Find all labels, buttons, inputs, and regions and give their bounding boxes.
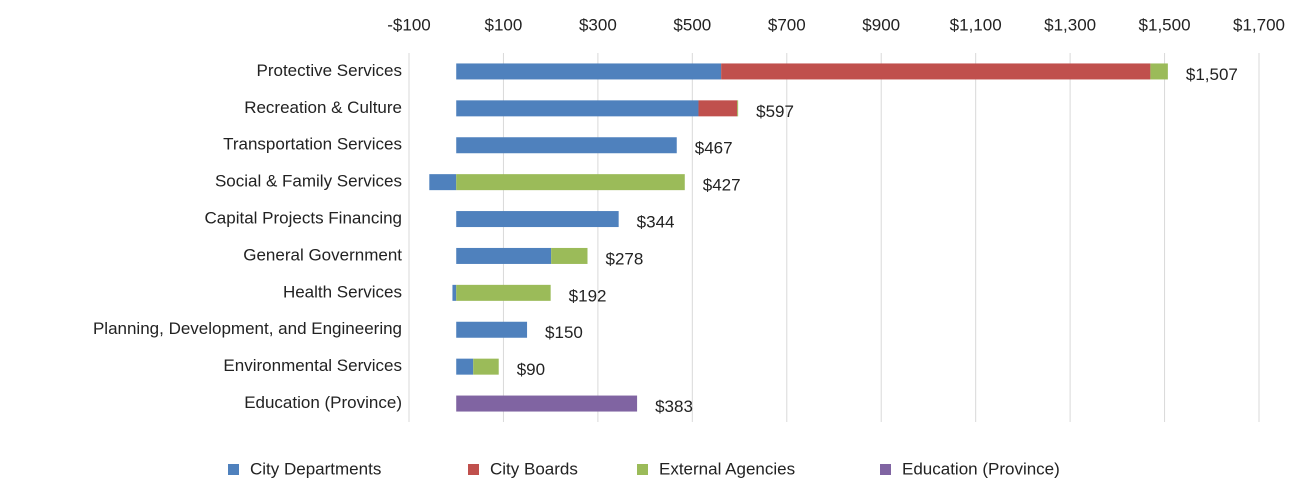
bar-segment (429, 174, 457, 191)
total-label: $467 (695, 139, 733, 158)
bar-segment (456, 174, 685, 191)
bar-segment (456, 137, 677, 154)
y-tick-label: Education (Province) (244, 393, 402, 412)
bar-segment (456, 63, 722, 80)
y-tick-label: Protective Services (257, 61, 403, 80)
total-label: $383 (655, 397, 693, 416)
y-tick-label: Transportation Services (223, 135, 402, 154)
bar-segment (473, 358, 499, 375)
legend-swatch (468, 464, 479, 475)
legend-swatch (228, 464, 239, 475)
bar-segment (1150, 63, 1168, 80)
bar-segment (737, 100, 739, 117)
x-tick-label: $900 (862, 15, 900, 34)
x-tick-label: $1,100 (950, 15, 1002, 34)
x-tick-label: -$100 (387, 15, 430, 34)
bar-segment (456, 321, 528, 338)
legend-swatch (880, 464, 891, 475)
y-tick-label: General Government (243, 245, 402, 264)
legend-label: City Boards (490, 459, 578, 478)
y-tick-label: Social & Family Services (215, 172, 402, 191)
y-tick-label: Recreation & Culture (244, 98, 402, 117)
bar-segment (456, 211, 619, 228)
bar-segment (721, 63, 1151, 80)
bar-segment (698, 100, 738, 117)
x-tick-label: $1,300 (1044, 15, 1096, 34)
total-label: $278 (606, 249, 644, 268)
legend-label: External Agencies (659, 459, 795, 478)
bar-segment (456, 284, 551, 301)
legend-label: Education (Province) (902, 459, 1060, 478)
total-label: $597 (756, 102, 794, 121)
x-tick-label: $1,500 (1139, 15, 1191, 34)
y-tick-label: Health Services (283, 282, 402, 301)
legend-label: City Departments (250, 459, 381, 478)
total-label: $1,507 (1186, 65, 1238, 84)
x-tick-label: $1,700 (1233, 15, 1285, 34)
total-label: $192 (569, 286, 607, 305)
bar-segment (456, 395, 638, 412)
y-tick-label: Capital Projects Financing (205, 209, 402, 228)
total-label: $90 (517, 360, 545, 379)
bar-segment (456, 247, 552, 264)
x-tick-label: $700 (768, 15, 806, 34)
y-tick-label: Environmental Services (223, 356, 402, 375)
total-label: $427 (703, 176, 741, 195)
legend-swatch (637, 464, 648, 475)
total-label: $150 (545, 323, 583, 342)
bar-segment (456, 100, 699, 117)
bar-segment (456, 358, 474, 375)
bar-segment (452, 284, 457, 301)
x-tick-label: $300 (579, 15, 617, 34)
x-tick-label: $500 (673, 15, 711, 34)
y-tick-label: Planning, Development, and Engineering (93, 319, 402, 338)
total-label: $344 (637, 213, 675, 232)
bar-segment (551, 247, 588, 264)
x-tick-label: $100 (485, 15, 523, 34)
